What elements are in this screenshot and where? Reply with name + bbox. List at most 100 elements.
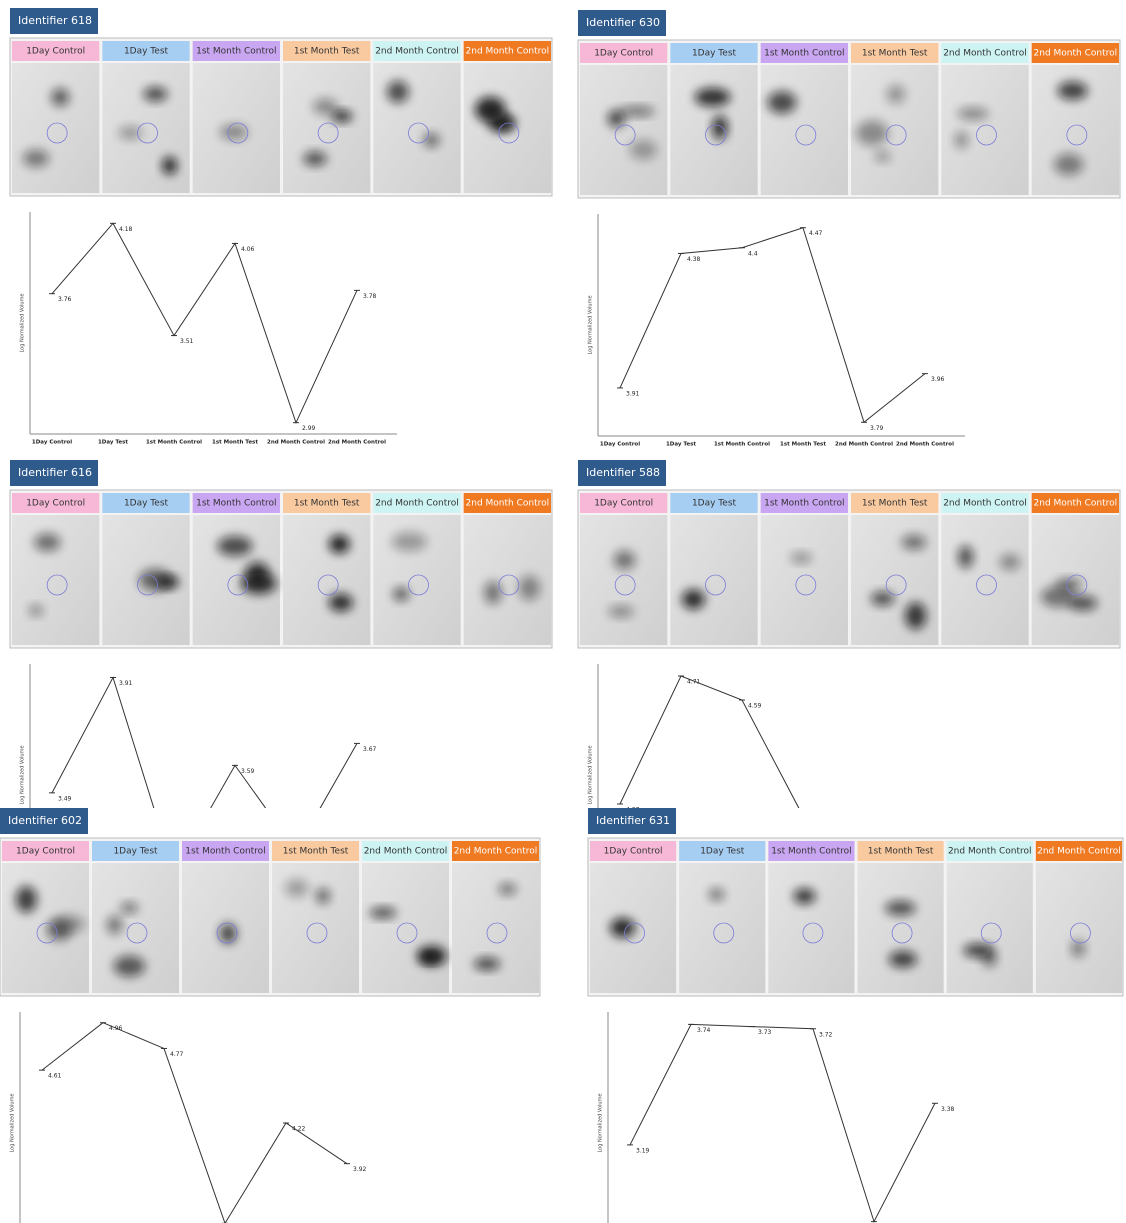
gel-image	[102, 63, 189, 193]
image-label: 2nd Month Control	[1034, 499, 1118, 509]
figure: Identifier 618 1Day Control 1Day Test 1st M…	[0, 0, 1126, 1223]
data-label: 3.51	[180, 338, 194, 345]
data-label: 4.61	[48, 1073, 62, 1080]
panel: Identifier 631 1Day Control 1Day Test 1st M…	[588, 808, 1123, 1223]
gel-spot	[682, 589, 705, 609]
image-label: 1Day Control	[16, 847, 75, 857]
gel-spot	[29, 605, 43, 616]
gel-image	[941, 515, 1028, 645]
data-label: 4.06	[241, 246, 255, 253]
data-label: 3.92	[353, 1166, 367, 1173]
data-label: 3.74	[697, 1027, 711, 1034]
gel-spot	[620, 106, 655, 116]
gel-spot	[957, 107, 988, 119]
image-label: 2nd Month Control	[454, 847, 538, 857]
gel-image	[761, 515, 848, 645]
data-label: 3.96	[931, 376, 945, 383]
gel-spot	[120, 902, 138, 913]
gel-spot	[329, 535, 350, 553]
data-label: 4.18	[119, 226, 133, 233]
image-label: 1Day Control	[594, 499, 653, 509]
x-tick-label: 2nd Month Control	[328, 440, 386, 446]
gel-spot	[316, 888, 330, 903]
gel-spot	[695, 88, 731, 106]
data-label: 3.91	[626, 390, 640, 397]
gel-spot	[34, 533, 60, 551]
y-axis-label: Log Normalized Volume	[20, 745, 26, 804]
image-label: 1Day Control	[594, 49, 653, 59]
data-label: 3.91	[119, 680, 133, 687]
image-label: 1st Month Control	[185, 847, 265, 857]
image-label: 2nd Month Control	[466, 47, 550, 57]
gel-image	[679, 863, 765, 993]
image-label: 1Day Control	[26, 499, 85, 509]
gel-spot	[114, 956, 146, 977]
y-axis-label: Log Normalized Volume	[10, 1093, 16, 1152]
gel-spot	[885, 901, 916, 916]
gel-spot	[162, 157, 177, 175]
image-label: 1st Month Test	[294, 47, 360, 57]
gel-spot	[107, 916, 123, 935]
panel: Identifier 6301Day Control1Day Test1st M…	[578, 10, 1120, 450]
gel-image	[768, 863, 854, 993]
gel-spot	[220, 124, 248, 139]
panel-title: Identifier 631	[596, 814, 670, 827]
image-label: 2nd Month Control	[364, 847, 448, 857]
gel-spot	[1000, 554, 1020, 570]
x-tick-label: 1Day Test	[98, 440, 128, 446]
image-label: 2nd Month Control	[375, 47, 459, 57]
gel-spot	[474, 958, 500, 971]
image-label: 1Day Test	[700, 847, 745, 857]
image-label: 2nd Month Control	[466, 499, 550, 509]
image-label: 2nd Month Control	[943, 49, 1027, 59]
gel-image	[670, 515, 757, 645]
gel-spot	[329, 594, 353, 612]
image-label: 1st Month Control	[196, 47, 276, 57]
y-axis-label: Log Normalized Volume	[588, 295, 594, 354]
gel-spot	[887, 85, 906, 104]
gel-image	[373, 63, 460, 193]
gel-spot	[143, 87, 167, 101]
panel-title: Identifier 630	[586, 16, 660, 29]
image-label: 2nd Month Control	[948, 847, 1032, 857]
data-label: 3.72	[819, 1031, 833, 1038]
gel-spot	[424, 133, 439, 147]
gel-spot	[889, 951, 917, 967]
data-label: 3.67	[363, 746, 377, 753]
gel-spot	[608, 606, 634, 618]
gel-spot	[285, 879, 309, 897]
image-label: 1Day Control	[604, 847, 663, 857]
gel-image	[761, 65, 848, 195]
gel-spot	[303, 152, 326, 166]
data-label: 3.38	[941, 1106, 955, 1113]
x-tick-label: 1st Month Test	[212, 440, 258, 446]
image-label: 1st Month Test	[862, 499, 928, 509]
image-label: 1Day Test	[692, 499, 737, 509]
gel-image	[283, 63, 370, 193]
y-axis-label: Log Normalized Volume	[598, 1093, 604, 1152]
image-label: 1st Month Test	[868, 847, 934, 857]
gel-spot	[610, 918, 635, 938]
gel-spot	[387, 81, 409, 103]
gel-spot	[217, 536, 252, 556]
gel-spot	[767, 91, 796, 114]
x-tick-label: 1st Month Control	[714, 442, 770, 448]
image-label: 1st Month Control	[771, 847, 851, 857]
x-tick-label: 1st Month Control	[146, 440, 202, 446]
gel-spot	[393, 587, 409, 601]
panel-title: Identifier 618	[18, 14, 92, 27]
gel-image	[947, 863, 1033, 993]
panel-title: Identifier 588	[586, 466, 660, 479]
gel-spot	[794, 888, 816, 904]
gel-spot	[1057, 82, 1087, 100]
gel-spot	[370, 907, 397, 918]
image-label: 1Day Test	[113, 847, 158, 857]
gel-spot	[875, 151, 891, 162]
image-label: 1st Month Test	[862, 49, 928, 59]
data-label: 4.47	[809, 230, 823, 237]
data-label: 3.78	[363, 293, 377, 300]
gel-spot	[790, 553, 811, 564]
gel-image	[580, 65, 667, 195]
gel-spot	[963, 944, 992, 958]
